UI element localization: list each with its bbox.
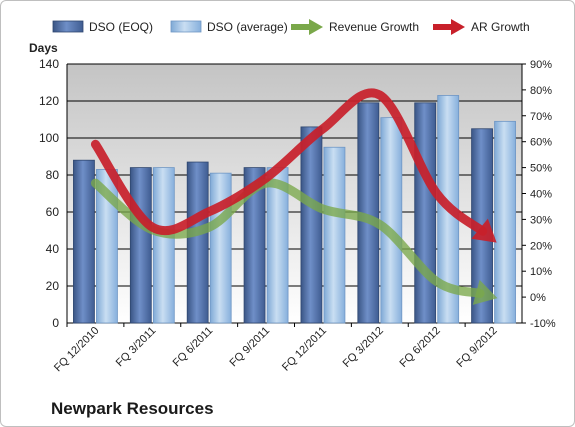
y-tick-right: 40%	[530, 189, 552, 201]
y-tick-right: 0%	[530, 292, 546, 304]
legend-swatch-dso-average	[170, 20, 202, 33]
x-tick-label: FQ 12/2011	[280, 325, 329, 374]
y-tick-right: 10%	[530, 266, 552, 278]
y-tick-right: -10%	[530, 318, 556, 330]
bar-dso-eoq	[129, 167, 152, 324]
x-tick-label: FQ 3/2012	[341, 325, 386, 370]
bar-dso-eoq	[243, 167, 266, 324]
x-tick-label: FQ 12/2010	[52, 325, 102, 375]
y-tick-left: 0	[52, 316, 59, 330]
chart-title: Newpark Resources	[51, 399, 214, 418]
y-tick-left: 140	[39, 57, 59, 71]
y-tick-right: 70%	[530, 111, 552, 123]
bar-dso-eoq	[186, 161, 209, 324]
y-tick-right: 50%	[530, 163, 552, 175]
line-ar-growth	[90, 88, 488, 236]
bar-dso-eoq	[300, 126, 323, 324]
y-tick-left: 40	[46, 242, 60, 256]
y-tick-right: 90%	[530, 59, 552, 71]
bar-dso-eoq	[73, 159, 95, 324]
y-tick-left: 100	[39, 131, 59, 145]
y-tick-left: 120	[39, 94, 59, 108]
growth-lines	[90, 88, 498, 305]
legend-label-ar-growth: AR Growth	[471, 20, 530, 34]
y-tick-right: 30%	[530, 214, 552, 226]
y-tick-left: 20	[46, 279, 60, 293]
legend-swatch-dso-eoq	[52, 20, 84, 33]
bar-dso-average	[152, 167, 175, 324]
y-tick-right: 20%	[530, 240, 552, 252]
bar-dso-average	[494, 120, 516, 324]
arrowhead-ar-growth	[471, 218, 497, 243]
x-tick-label: FQ 9/2011	[228, 325, 273, 370]
y-tick-left: 80	[46, 168, 60, 182]
arrowhead-revenue-growth	[472, 279, 498, 305]
x-tick-label: FQ 3/2011	[114, 325, 159, 370]
x-tick-label: FQ 6/2012	[398, 325, 443, 370]
bar-dso-average	[323, 146, 346, 324]
legend-label-revenue-growth: Revenue Growth	[329, 20, 419, 34]
legend-label-dso-eoq: DSO (EOQ)	[89, 20, 153, 34]
legend: DSO (EOQ) DSO (average) Revenue Growth AR G…	[52, 19, 530, 35]
bar-dso-eoq	[414, 102, 437, 324]
legend-label-dso-average: DSO (average)	[207, 20, 288, 34]
bar-dso-average	[209, 172, 232, 324]
y-tick-right: 60%	[530, 137, 552, 149]
legend-arrow-revenue-growth	[309, 19, 323, 35]
x-tick-label: FQ 9/2012	[454, 325, 499, 370]
bar-dso-average	[380, 117, 403, 324]
y-tick-right: 80%	[530, 85, 552, 97]
y-tick-left: 60	[46, 205, 60, 219]
y-axis-label: Days	[29, 41, 58, 55]
legend-arrow-ar-growth	[451, 19, 465, 35]
x-tick-label: FQ 6/2011	[171, 325, 216, 370]
bars	[73, 95, 516, 324]
